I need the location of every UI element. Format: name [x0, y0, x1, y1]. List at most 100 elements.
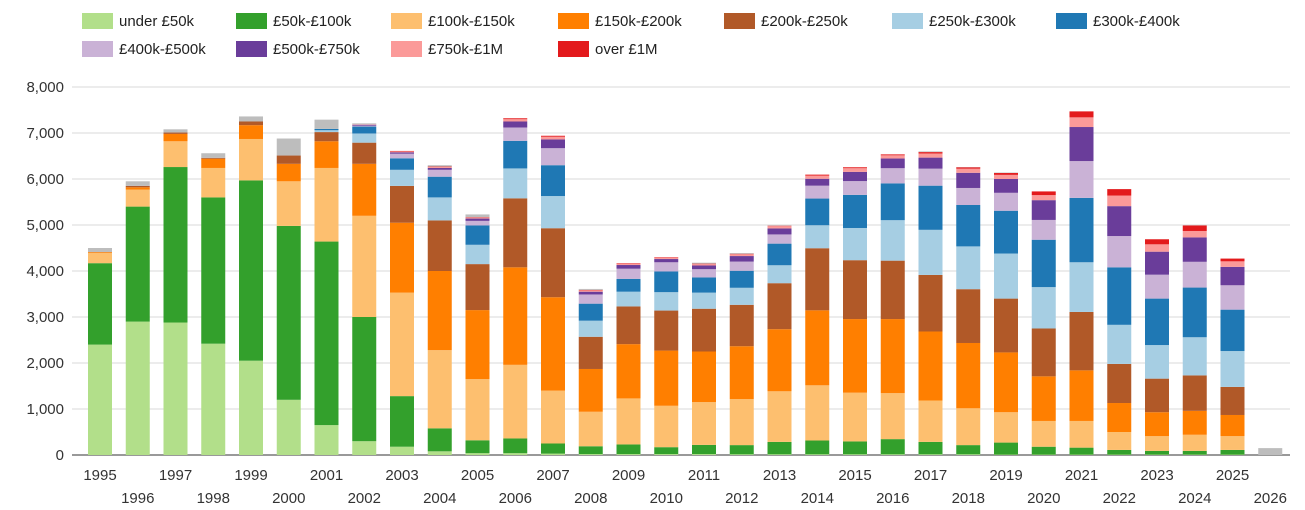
bar-segment: [843, 392, 867, 442]
bar-segment: [956, 454, 981, 455]
bar-segment: [88, 344, 112, 455]
bar-segment: [1031, 239, 1056, 288]
x-tick-label: 2022: [1103, 490, 1136, 507]
bar-segment: [994, 179, 1018, 193]
bar-segment: [276, 155, 301, 164]
bar-segment: [276, 181, 301, 226]
bar-segment: [163, 141, 188, 168]
y-tick-label: 0: [56, 447, 64, 464]
x-tick-label: 2013: [763, 467, 796, 484]
bar-segment-other: [276, 138, 301, 156]
bar-segment: [616, 268, 641, 279]
legend-label: £300k-£400k: [1093, 12, 1180, 30]
legend-item[interactable]: under £50k: [82, 6, 194, 36]
bar-segment: [578, 320, 603, 337]
bar-segment: [1145, 378, 1169, 413]
x-tick-label: 2007: [536, 467, 569, 484]
x-tick-label: 2018: [952, 490, 985, 507]
bar-segment: [767, 265, 792, 284]
bar-segment: [805, 454, 830, 455]
x-tick-label: 2020: [1027, 490, 1060, 507]
bar-segment: [918, 168, 943, 186]
bar-segment: [503, 140, 528, 169]
bar-segment: [465, 218, 490, 221]
bar-segment: [956, 289, 981, 343]
bar-segment: [314, 167, 339, 242]
x-tick-label: 2024: [1178, 490, 1211, 507]
bar-segment: [729, 445, 754, 455]
legend-label: £250k-£300k: [929, 12, 1016, 30]
bar-segment: [352, 125, 377, 127]
bar-segment: [578, 294, 603, 304]
bar-segment: [880, 454, 905, 455]
bar-segment: [616, 454, 641, 455]
bar-segment: [767, 234, 792, 244]
bar-segment: [541, 228, 565, 298]
bar-segment: [767, 226, 792, 229]
bar-segment: [805, 185, 830, 199]
legend-item[interactable]: £150k-£200k: [558, 6, 682, 36]
bar-segment: [1107, 267, 1132, 325]
bar-segment: [276, 225, 301, 400]
bar-segment: [239, 125, 263, 139]
bar-segment: [239, 180, 263, 361]
bar-segment: [843, 167, 867, 169]
bar-segment: [729, 346, 754, 400]
bar-segment: [352, 124, 377, 126]
bar-segment: [1220, 261, 1245, 267]
legend-item[interactable]: £500k-£750k: [236, 34, 360, 64]
x-tick-label: 1998: [197, 490, 230, 507]
legend-item[interactable]: £300k-£400k: [1056, 6, 1180, 36]
bar-segment: [541, 136, 565, 140]
bar-segment: [994, 352, 1018, 413]
bar-segment: [994, 442, 1018, 455]
bar-segment: [390, 153, 414, 159]
bar-segment: [1069, 447, 1094, 455]
bar-segment: [654, 350, 679, 406]
x-tick-label: 2011: [688, 467, 720, 484]
bar-segment: [1145, 239, 1169, 245]
bar-segment: [918, 157, 943, 169]
bar-segment: [1220, 436, 1245, 450]
bar-segment: [767, 283, 792, 330]
bar-segment: [541, 139, 565, 149]
bar-segment: [1182, 450, 1207, 455]
bar-segment-other: [465, 214, 490, 218]
bar-segment: [692, 454, 716, 455]
bar-segment: [239, 138, 263, 181]
x-tick-label: 2026: [1254, 490, 1287, 507]
legend-item[interactable]: £50k-£100k: [236, 6, 351, 36]
bar-segment: [956, 408, 981, 446]
bar-segment: [125, 187, 150, 190]
bar-segment: [729, 287, 754, 305]
legend-item[interactable]: £400k-£500k: [82, 34, 206, 64]
bar-segment: [994, 173, 1018, 175]
legend-item[interactable]: over £1M: [558, 34, 658, 64]
legend-item[interactable]: £200k-£250k: [724, 6, 848, 36]
bar-segment: [956, 246, 981, 290]
bar-segment: [314, 130, 339, 133]
bar-segment: [880, 220, 905, 261]
bar-segment: [616, 278, 641, 292]
legend-item[interactable]: £750k-£1M: [391, 34, 503, 64]
bar-segment: [1145, 274, 1169, 299]
bar-segment: [163, 132, 188, 134]
bar-segment: [654, 405, 679, 448]
bar-segment: [1145, 244, 1169, 252]
bar-segment: [314, 141, 339, 168]
bar-segment: [654, 292, 679, 311]
bar-segment: [843, 441, 867, 455]
legend-item[interactable]: £250k-£300k: [892, 6, 1016, 36]
bar-segment: [352, 163, 377, 216]
legend-swatch: [236, 41, 267, 57]
legend-item[interactable]: £100k-£150k: [391, 6, 515, 36]
bar-segment: [729, 270, 754, 288]
bar-segment-other: [239, 116, 263, 122]
bar-segment: [503, 438, 528, 454]
bar-segment: [1182, 337, 1207, 376]
bar-segment: [201, 158, 226, 168]
bar-segment: [692, 265, 716, 270]
bar-segment: [314, 132, 339, 142]
x-tick-label: 1999: [234, 467, 267, 484]
bar-segment: [276, 163, 301, 182]
